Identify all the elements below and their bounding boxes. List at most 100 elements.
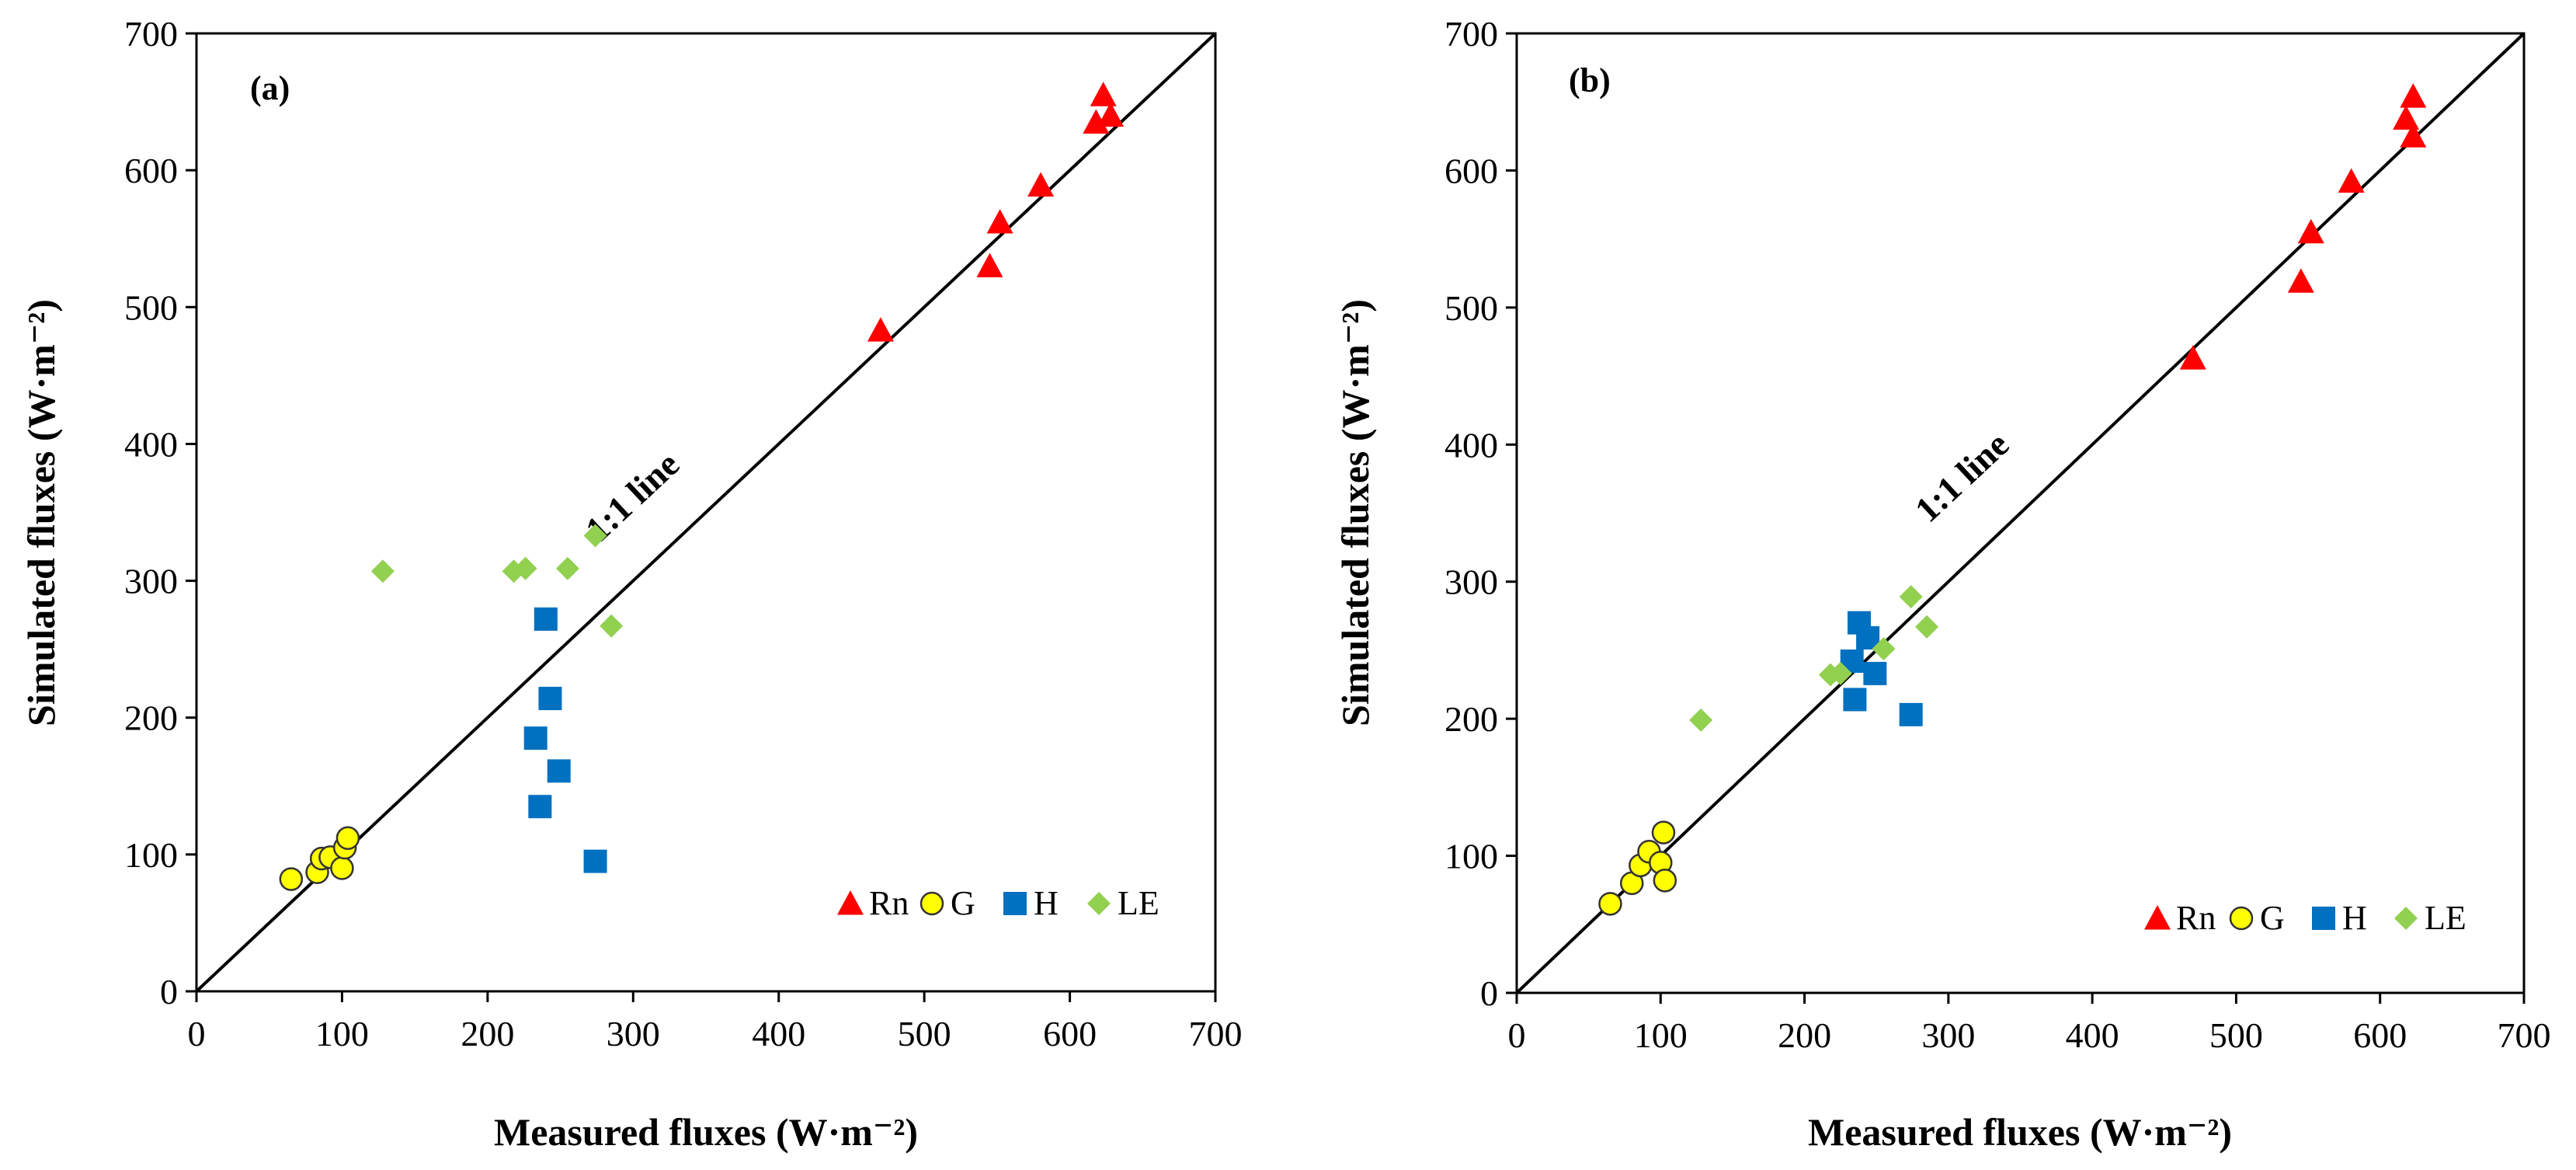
point-le: [513, 556, 537, 580]
x-tick-label: 100: [1634, 1015, 1688, 1055]
legend-marker-le: [2394, 907, 2418, 930]
point-rn: [2400, 83, 2427, 108]
point-h: [534, 607, 558, 631]
data-markers: [1598, 83, 2427, 916]
point-rn: [2297, 218, 2324, 244]
legend-item-le: LE: [2394, 899, 2466, 937]
point-le: [1915, 615, 1939, 639]
point-h: [547, 759, 571, 783]
legend-label: Rn: [2176, 899, 2216, 937]
x-tick-label: 700: [1189, 1014, 1243, 1053]
point-g: [1651, 820, 1676, 844]
x-tick-label: 500: [2209, 1015, 2263, 1055]
chart-panel-b: 0 100 200 300 400 500 600 700 0 100 200 300 400 500 60…: [1333, 14, 2551, 1154]
x-tick-label: 0: [188, 1014, 206, 1053]
legend-item-le: LE: [1087, 884, 1159, 922]
legend-label: LE: [2425, 899, 2466, 937]
series-rn: [2179, 83, 2427, 370]
point-rn: [2179, 345, 2206, 370]
y-tick-label: 400: [124, 424, 178, 464]
point-h: [1899, 702, 1923, 726]
y-tick-label: 700: [124, 14, 178, 54]
legend-marker-le: [1087, 892, 1111, 915]
legend-label: H: [2342, 899, 2367, 937]
point-h: [528, 795, 552, 819]
y-axis-title: Simulated fluxes (W·m⁻²): [19, 299, 63, 726]
x-tick-label: 400: [752, 1014, 805, 1053]
point-h: [1863, 661, 1887, 685]
x-tick-label: 400: [2066, 1015, 2119, 1055]
point-le: [1872, 637, 1896, 661]
legend: Rn G H LE: [2144, 899, 2466, 937]
series-h: [523, 607, 607, 873]
y-tick-label: 500: [1444, 288, 1498, 328]
legend-item-g: G: [920, 884, 975, 922]
one-to-one-line-label: 1:1 line: [1907, 424, 2016, 530]
legend-label: LE: [1118, 884, 1159, 922]
point-rn: [2400, 123, 2427, 148]
tick-marks: [186, 32, 1217, 1002]
point-le: [370, 559, 395, 583]
tick-labels: 0 100 200 300 400 500 600 700 0 100 200 300 400 500 60…: [1444, 14, 2551, 1055]
series-rn: [867, 82, 1125, 342]
series-le: [370, 524, 624, 638]
x-axis-title: Measured fluxes (W·m⁻²): [494, 1110, 918, 1154]
point-le: [600, 614, 624, 638]
tick-labels: 0 100 200 300 400 500 600 700 0 100 200 300 400 500 60…: [124, 14, 1243, 1053]
one-to-one-line: [1515, 32, 2526, 994]
legend-label: G: [2260, 899, 2285, 937]
series-h: [1840, 611, 1923, 726]
legend: Rn G H LE: [837, 884, 1159, 922]
y-tick-label: 100: [124, 835, 178, 875]
series-g: [279, 826, 360, 891]
legend-item-h: H: [1003, 884, 1059, 922]
y-tick-label: 0: [160, 972, 178, 1012]
x-axis-title: Measured fluxes (W·m⁻²): [1808, 1110, 2232, 1154]
point-rn: [2393, 105, 2420, 130]
point-rn: [1083, 109, 1110, 134]
legend-label: Rn: [869, 884, 909, 922]
y-tick-label: 300: [1444, 562, 1498, 602]
x-tick-label: 300: [1921, 1015, 1975, 1055]
point-g: [330, 856, 354, 880]
point-rn: [1090, 82, 1117, 106]
point-le: [1828, 661, 1852, 685]
point-h: [1843, 688, 1867, 712]
x-tick-label: 200: [461, 1014, 514, 1053]
point-le: [555, 556, 579, 580]
x-tick-label: 700: [2498, 1015, 2551, 1055]
data-markers: [279, 82, 1125, 891]
legend-marker-g: [2229, 906, 2254, 931]
legend-marker-h: [1003, 892, 1027, 915]
point-rn: [1027, 172, 1055, 197]
point-h: [583, 849, 607, 873]
legend-item-rn: Rn: [2144, 899, 2216, 937]
point-rn: [976, 252, 1003, 277]
legend-marker-rn: [837, 890, 864, 915]
legend-item-rn: Rn: [837, 884, 909, 922]
y-tick-label: 600: [124, 151, 178, 190]
panel-label: (a): [250, 69, 290, 107]
x-tick-label: 500: [898, 1014, 951, 1053]
legend-marker-h: [2312, 907, 2335, 930]
x-tick-label: 600: [1043, 1014, 1097, 1053]
point-le: [583, 524, 607, 548]
point-le: [1899, 585, 1923, 609]
plot-frame: [1515, 32, 2526, 994]
chart-panel-a: 0 100 200 300 400 500 600 700 0 100 200 300 400 500 60…: [19, 14, 1243, 1154]
x-tick-label: 100: [315, 1014, 369, 1053]
legend-label: H: [1034, 884, 1059, 922]
y-axis-title: Simulated fluxes (W·m⁻²): [1333, 299, 1377, 726]
legend-marker-rn: [2144, 905, 2171, 930]
point-rn: [1097, 102, 1125, 127]
y-tick-label: 400: [1444, 425, 1498, 465]
point-h: [538, 687, 562, 711]
y-tick-label: 500: [124, 287, 178, 327]
plot-frame: [195, 32, 1217, 993]
y-tick-label: 100: [1444, 837, 1498, 876]
legend-item-h: H: [2312, 899, 2367, 937]
x-tick-label: 300: [607, 1014, 660, 1053]
y-tick-label: 0: [1480, 973, 1498, 1013]
point-h: [523, 726, 548, 750]
